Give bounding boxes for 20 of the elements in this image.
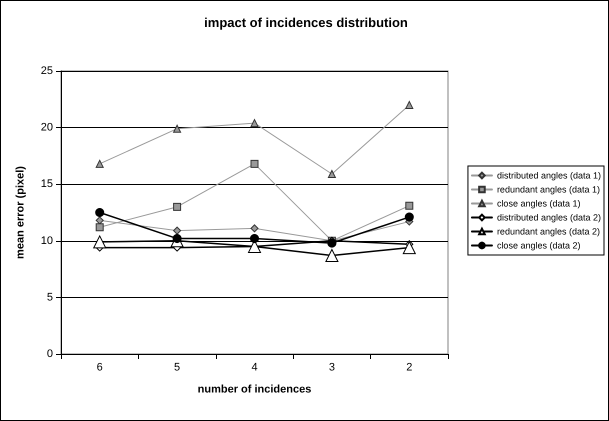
y-tick-label: 5 [46, 291, 53, 304]
legend-label: close angles (data 2) [496, 240, 580, 250]
legend-label: distributed angles (data 1) [496, 170, 602, 180]
y-axis-title: mean error (pixel) [14, 166, 26, 259]
legend-label: distributed angles (data 2) [496, 212, 602, 222]
x-tick-label: 4 [251, 362, 258, 374]
y-tick-label: 15 [40, 178, 53, 190]
x-tick-label: 5 [174, 362, 180, 374]
x-axis-title: number of incidences [198, 384, 312, 396]
y-tick-label: 10 [40, 234, 53, 247]
y-tick-label: 20 [40, 122, 53, 134]
y-tick-label: 0 [46, 348, 53, 360]
y-tick-label: 25 [40, 65, 53, 77]
legend-label: redundant angles (data 1) [496, 184, 600, 194]
x-tick-label: 2 [406, 362, 412, 374]
x-tick-label: 3 [328, 362, 335, 374]
x-tick-label: 6 [96, 362, 103, 374]
chart-title: impact of incidences distribution [204, 15, 408, 30]
legend-label: redundant angles (data 2) [496, 226, 600, 236]
legend-label: close angles (data 1) [496, 198, 580, 208]
